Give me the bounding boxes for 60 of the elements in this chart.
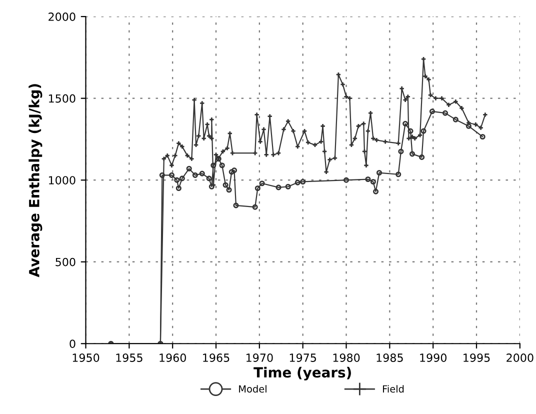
point [300, 178, 306, 185]
x-tick-label: 1960 [160, 354, 186, 362]
y-axis-title: Average Enthalpy (kJ/kg) [28, 84, 42, 278]
point [396, 172, 402, 178]
point [429, 108, 435, 114]
point [252, 204, 258, 210]
point [285, 184, 291, 190]
point [343, 177, 350, 183]
x-tick-label: 1955 [116, 354, 142, 362]
x-tick-label: 1975 [290, 354, 316, 362]
point [219, 162, 225, 168]
point [254, 185, 260, 192]
point [179, 176, 185, 182]
point [174, 177, 180, 183]
point [419, 154, 425, 160]
point [370, 178, 376, 185]
point [466, 123, 472, 129]
point [420, 128, 426, 134]
x-axis-title: Time (years) [254, 366, 351, 380]
y-tick-label: 2000 [48, 12, 76, 21]
point [259, 180, 265, 186]
point [276, 184, 282, 190]
point [159, 172, 165, 178]
point [206, 176, 212, 182]
point [398, 148, 404, 154]
point [228, 169, 234, 175]
x-tick-label: 2000 [506, 354, 534, 362]
point [210, 162, 216, 168]
x-tick-label: 1985 [376, 354, 403, 362]
point [192, 172, 198, 178]
x-tick-label: 1995 [464, 354, 490, 362]
point [168, 172, 174, 178]
point [176, 185, 182, 192]
point [199, 170, 205, 176]
x-tick-label: 1950 [72, 354, 100, 362]
point [452, 116, 458, 122]
point [294, 180, 300, 186]
point [186, 166, 192, 172]
x-tick-label: 1965 [203, 354, 230, 362]
y-tick-label: 1000 [48, 176, 76, 184]
point [226, 187, 232, 193]
point [376, 170, 382, 176]
point [480, 134, 486, 140]
point [442, 110, 448, 116]
y-tick-label: 1500 [48, 94, 76, 103]
point [402, 120, 408, 126]
x-tick-label: 1980 [333, 354, 360, 362]
point [365, 176, 371, 182]
point [233, 202, 239, 208]
point [222, 182, 228, 188]
y-tick-label: 0 [70, 340, 76, 348]
legend-label: Model [239, 385, 266, 393]
y-tick-label: 500 [56, 258, 76, 266]
point [373, 188, 379, 194]
x-tick-label: 1990 [420, 354, 446, 362]
point [231, 168, 238, 174]
x-tick-label: 1970 [246, 354, 273, 362]
point [408, 128, 414, 134]
legend-label: Field [383, 385, 404, 393]
point [409, 151, 416, 157]
